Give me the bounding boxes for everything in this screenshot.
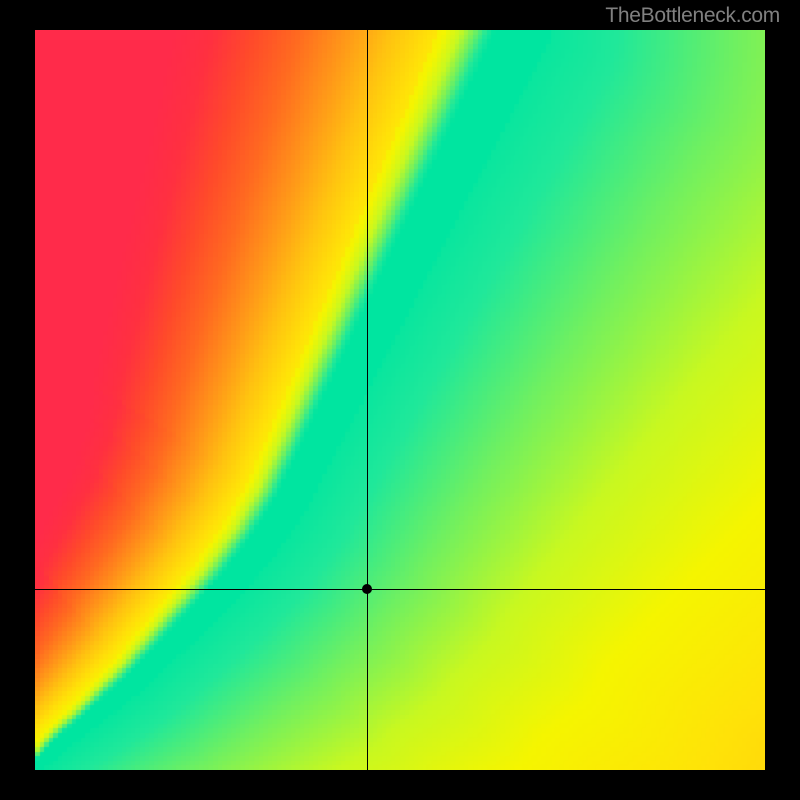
heatmap-canvas	[35, 30, 765, 770]
crosshair-marker	[362, 584, 372, 594]
watermark-text: TheBottleneck.com	[605, 4, 780, 28]
crosshair-vertical	[367, 30, 368, 770]
crosshair-horizontal	[35, 589, 765, 590]
plot-area	[35, 30, 765, 770]
chart-container: TheBottleneck.com	[0, 0, 800, 800]
